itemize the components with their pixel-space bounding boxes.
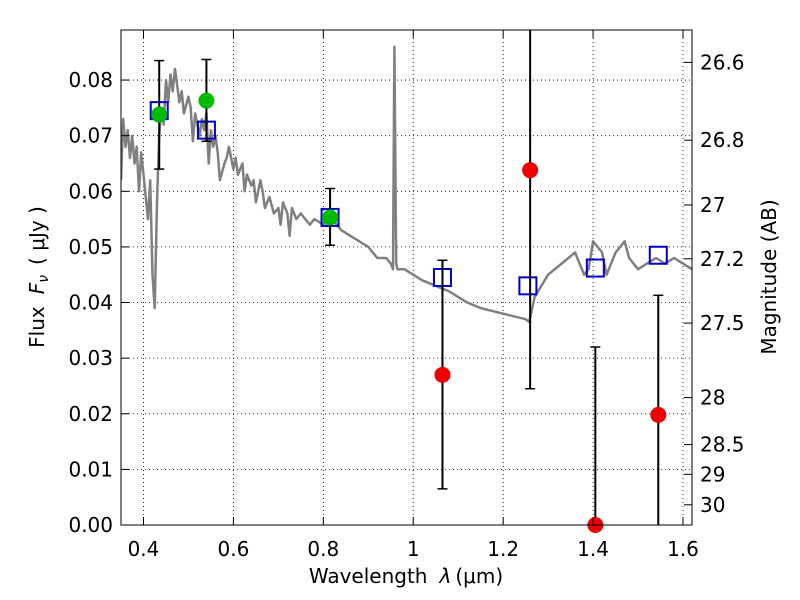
y-axis-label-unit: ( μJy )	[25, 206, 49, 265]
y-tick-label: 0.05	[68, 235, 113, 259]
x-axis-label-symbol: λ	[439, 564, 452, 588]
y-tick-label: 0.04	[68, 291, 113, 315]
nondetection-point	[435, 367, 450, 382]
y2-tick-label: 29	[700, 462, 725, 486]
y2-tick-label: 26.6	[700, 50, 745, 74]
y-tick-label: 0.03	[68, 346, 113, 370]
y2-tick-label: 30	[700, 493, 725, 517]
y2-tick-label: 27	[700, 193, 725, 217]
y2-tick-label: 26.8	[700, 128, 745, 152]
y-axis-label-symbol: F	[25, 282, 49, 294]
y2-axis-label: Magnitude (AB)	[757, 199, 781, 354]
y2-tick-label: 28	[700, 386, 725, 410]
x-tick-label: 0.8	[307, 537, 339, 561]
y-tick-label: 0.02	[68, 402, 113, 426]
x-tick-label: 0.4	[128, 537, 160, 561]
nondetection-point	[523, 163, 538, 178]
y-axis-label-text: Flux	[25, 306, 49, 348]
x-tick-label: 1.6	[667, 537, 699, 561]
x-tick-label: 1.4	[577, 537, 609, 561]
x-tick-label: 1.2	[487, 537, 519, 561]
y-axis-label-subscript: ν	[36, 275, 52, 283]
y-tick-label: 0.00	[68, 513, 113, 537]
x-tick-label: 1	[407, 537, 420, 561]
x-axis-label-unit: (μm)	[455, 564, 503, 588]
y-tick-label: 0.06	[68, 179, 113, 203]
nondetection-point	[651, 407, 666, 422]
y-tick-label: 0.01	[68, 457, 113, 481]
y-tick-label: 0.08	[68, 68, 113, 92]
chart: 0.4 0.6 0.8 1 1.2 1.4 1.6 0.00 0.01 0.02 0.03 0.04 0…	[0, 0, 800, 600]
y-tick-label: 0.07	[68, 124, 113, 148]
detection-point	[152, 107, 167, 122]
chart-background	[0, 0, 800, 600]
x-tick-label: 0.6	[217, 537, 249, 561]
x-axis-label: Wavelength λ (μm)	[309, 564, 503, 588]
y2-tick-label: 27.5	[700, 311, 745, 335]
x-axis-label-text: Wavelength	[309, 564, 428, 588]
y2-tick-label: 27.2	[700, 247, 745, 271]
detection-point	[323, 210, 338, 225]
y2-tick-label: 28.5	[700, 433, 745, 457]
detection-point	[199, 93, 214, 108]
